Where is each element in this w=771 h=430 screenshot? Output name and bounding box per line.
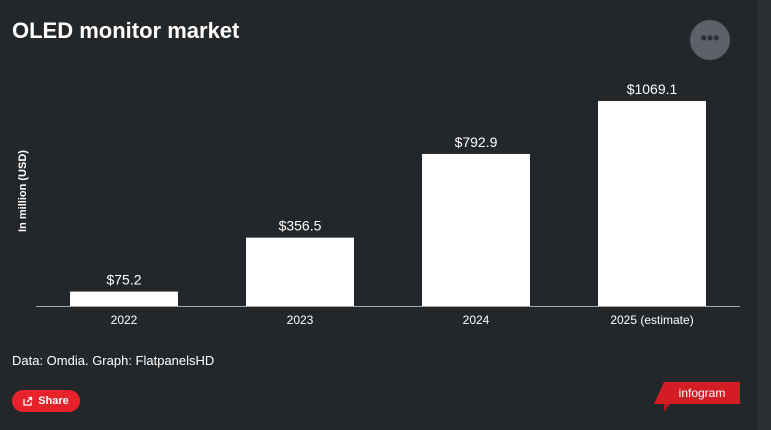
- more-dots-icon: •••: [700, 28, 720, 48]
- data-label: $1069.1: [627, 81, 678, 97]
- bar: [598, 101, 706, 306]
- bar-chart: $75.2 2022 $356.5 2023 $792.9 2024 $1069.1 2025…: [36, 81, 740, 327]
- data-label: $792.9: [455, 134, 498, 150]
- share-label: Share: [38, 395, 69, 407]
- more-options-button[interactable]: •••: [690, 20, 730, 60]
- x-tick-label: 2022: [111, 313, 138, 327]
- source-note: Data: Omdia. Graph: FlatpanelsHD: [12, 353, 215, 368]
- scrollbar[interactable]: [757, 0, 771, 430]
- bar: [422, 153, 530, 306]
- x-tick-label: 2024: [463, 313, 490, 327]
- data-label: $75.2: [106, 272, 141, 288]
- infogram-logo[interactable]: infogram: [654, 382, 740, 412]
- x-tick-label: 2023: [287, 313, 314, 327]
- bar: [70, 291, 178, 306]
- bar: [246, 237, 354, 306]
- share-icon: [23, 396, 33, 406]
- data-label: $356.5: [279, 218, 322, 234]
- share-button[interactable]: Share: [12, 390, 80, 412]
- chart-title: OLED monitor market: [12, 18, 240, 43]
- x-tick-label: 2025 (estimate): [610, 313, 693, 327]
